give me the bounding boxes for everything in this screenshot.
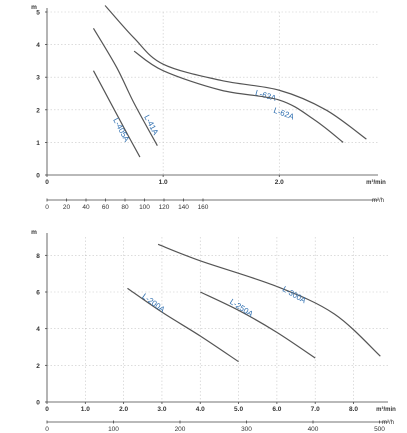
x2-tick-label: 100 (108, 426, 119, 433)
x-tick-label: 1.0 (81, 406, 90, 413)
x-tick-label: 2.0 (275, 179, 284, 186)
x2-tick-label: 100 (139, 204, 150, 211)
x2-tick-label: 300 (241, 426, 252, 433)
y-tick-label: 2 (36, 363, 40, 370)
curve-l-405a (92, 70, 141, 158)
x-tick-label: 5.0 (234, 406, 243, 413)
y-tick-label: 4 (36, 326, 40, 333)
y-tick-label: 0 (36, 400, 40, 407)
chart-top: m 0 1 2 3 4 5 0 1.0 2.0 m³/min 0 20 40 60 80 100 120 140 16… (31, 4, 386, 211)
x-axis-unit-primary: m³/min (366, 179, 386, 186)
curve-l-62a (133, 50, 344, 143)
y-tick-label: 5 (36, 10, 40, 17)
series-label-l-300a: L-300A (281, 284, 308, 305)
y-tick-label: 3 (36, 75, 40, 82)
x-axis-unit-secondary: m³/h (372, 198, 384, 204)
x2-tick-label: 0 (45, 426, 49, 433)
y-tick-label: 0 (36, 173, 40, 180)
x-tick-label: 0 (45, 179, 49, 186)
x-tick-label: 6.0 (272, 406, 281, 413)
curve-l-200a (127, 287, 239, 363)
y-tick-label: 4 (36, 42, 40, 49)
x-tick-label: 2.0 (119, 406, 128, 413)
curve-l-300a (157, 243, 381, 357)
x2-tick-label: 200 (175, 426, 186, 433)
curve-l-250a (199, 291, 316, 359)
x2-tick-label: 500 (374, 426, 385, 433)
x-tick-label: 3.0 (157, 406, 166, 413)
series-label-l-41a: L-41A (142, 113, 160, 137)
series-label-l-200a: L-200A (140, 292, 167, 315)
x-axis-unit-secondary: m³/h (382, 420, 394, 426)
series-label-l-62a: L-62A (272, 106, 296, 122)
x-tick-label: 8.0 (349, 406, 358, 413)
x-tick-label: 0 (45, 406, 49, 413)
y-axis-unit: m (31, 229, 37, 236)
series-label-l-405a: L-405A (111, 116, 131, 144)
y-axis-unit: m (31, 4, 37, 11)
chart-bottom: m 0 2 4 6 8 0 1.0 2.0 3.0 4.0 5.0 6.0 7.0 8.0 m³/min 0 10… (31, 229, 396, 433)
curve-l-41a (92, 27, 158, 146)
x2-tick-label: 120 (159, 204, 170, 211)
x2-tick-label: 40 (82, 204, 90, 211)
series-label-l-250a: L-250A (228, 297, 255, 319)
y-tick-label: 2 (36, 107, 40, 114)
x2-tick-label: 80 (121, 204, 129, 211)
x-tick-label: 1.0 (159, 179, 168, 186)
x2-tick-label: 60 (102, 204, 110, 211)
x2-tick-label: 0 (45, 204, 49, 211)
x2-tick-label: 400 (308, 426, 319, 433)
y-tick-label: 6 (36, 290, 40, 297)
y-tick-label: 8 (36, 253, 40, 260)
x-axis-unit-primary: m³/min (376, 406, 396, 413)
x2-tick-label: 140 (178, 204, 189, 211)
x2-tick-label: 20 (63, 204, 71, 211)
x-tick-label: 7.0 (311, 406, 320, 413)
x-tick-label: 4.0 (196, 406, 205, 413)
curve-l-63a (104, 5, 367, 140)
x2-tick-label: 160 (198, 204, 209, 211)
y-tick-label: 1 (36, 140, 40, 147)
